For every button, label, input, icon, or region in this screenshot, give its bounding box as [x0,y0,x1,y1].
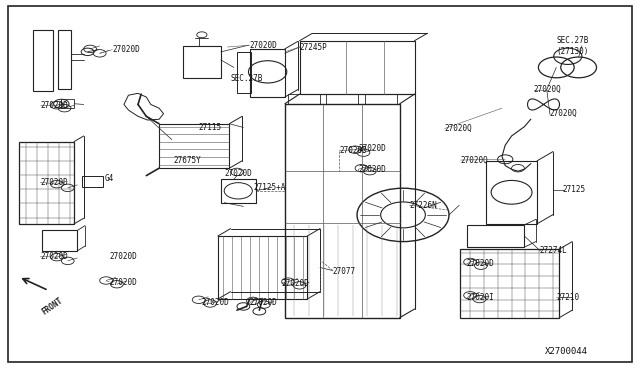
Text: 27020D: 27020D [358,144,386,153]
Text: 27020D: 27020D [109,278,137,287]
Text: 27274L: 27274L [539,246,567,255]
Text: 27020D: 27020D [40,178,68,187]
Text: 27020Q: 27020Q [461,155,488,164]
Text: 27020D: 27020D [40,101,68,110]
Text: 27020D: 27020D [113,45,140,54]
Text: SEC.27B: SEC.27B [230,74,263,83]
Text: 27125: 27125 [563,185,586,194]
Text: 27020D: 27020D [109,252,137,261]
Text: 27020Q: 27020Q [445,124,472,133]
Text: 27125+A: 27125+A [253,183,285,192]
Text: G4: G4 [104,174,113,183]
Text: 27020D: 27020D [250,41,278,50]
Text: 27245P: 27245P [300,42,327,51]
Text: 27020D: 27020D [282,279,309,288]
Text: 27675Y: 27675Y [173,156,201,165]
Text: 27020D: 27020D [202,298,230,307]
Text: 27020Q: 27020Q [534,85,562,94]
Text: 27210: 27210 [556,293,579,302]
Text: X2700044: X2700044 [545,347,588,356]
Text: FRONT: FRONT [40,296,65,317]
Text: 27020D: 27020D [250,298,278,307]
Text: 27226N: 27226N [410,201,437,210]
Text: 27020D: 27020D [339,146,367,155]
Text: SEC.27B
(27130): SEC.27B (27130) [556,36,589,55]
Text: 27020I: 27020I [467,294,495,302]
Text: 27077: 27077 [333,267,356,276]
Text: 27115: 27115 [198,123,222,132]
Text: 27020D: 27020D [358,165,386,174]
Text: 27020Q: 27020Q [550,109,578,118]
Text: 27020D: 27020D [467,259,495,268]
Text: 27020D: 27020D [224,169,252,177]
Text: 27020D: 27020D [40,252,68,261]
